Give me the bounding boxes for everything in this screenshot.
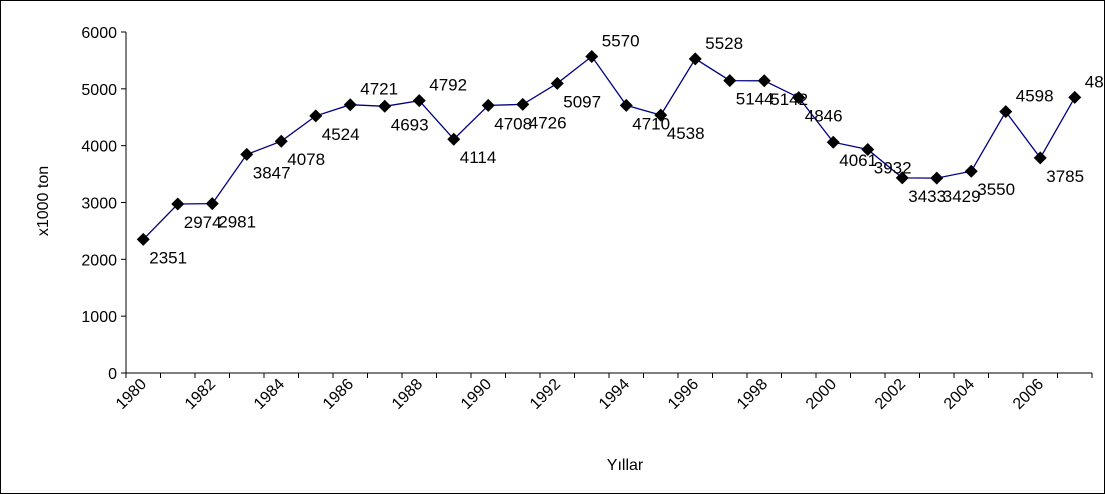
y-tick-label: 2000 — [81, 252, 117, 269]
data-label: 5097 — [563, 92, 601, 111]
data-point — [930, 171, 944, 185]
data-point — [757, 74, 771, 88]
data-point — [654, 108, 668, 122]
x-tick-label: 2002 — [872, 376, 909, 413]
series-line — [142, 55, 1076, 240]
data-point — [274, 134, 288, 148]
data-point — [136, 232, 150, 246]
y-tick-label: 0 — [108, 366, 117, 383]
x-tick-label: 1994 — [596, 376, 633, 413]
data-label: 2974 — [184, 213, 222, 232]
data-label: 3785 — [1046, 167, 1084, 186]
x-tick-label: 2006 — [1010, 376, 1047, 413]
data-point — [550, 76, 564, 90]
data-point — [309, 109, 323, 123]
data-label: 5528 — [705, 34, 743, 53]
data-point — [1033, 151, 1047, 165]
data-point — [205, 197, 219, 211]
markers — [136, 49, 1082, 246]
x-tick-label: 1990 — [458, 376, 495, 413]
data-point — [723, 74, 737, 88]
x-axis-title: Yıllar — [607, 457, 644, 474]
data-point — [1068, 90, 1082, 104]
data-point — [585, 49, 599, 63]
x-tick-label: 1980 — [113, 376, 150, 413]
data-label: 5144 — [736, 90, 774, 109]
data-label: 3429 — [943, 187, 981, 206]
data-label: 4721 — [360, 80, 398, 99]
data-label: 4524 — [322, 125, 360, 144]
data-label: 4538 — [667, 124, 705, 143]
data-label: 3847 — [253, 163, 291, 182]
x-tick-label: 1992 — [527, 376, 564, 413]
data-point — [447, 132, 461, 146]
data-point — [861, 143, 875, 157]
data-label: 3550 — [977, 180, 1015, 199]
data-label: 4078 — [287, 150, 325, 169]
data-label: 3433 — [908, 187, 946, 206]
y-tick-label: 5000 — [81, 82, 117, 99]
y-tick-label: 3000 — [81, 196, 117, 213]
y-tick-label: 4000 — [81, 139, 117, 156]
data-label: 4693 — [391, 115, 429, 134]
data-point — [964, 164, 978, 178]
data-label: 5570 — [602, 31, 640, 50]
x-ticks: 1980 1982 1984 1986 1988 1990 1992 1994 1996 1998… — [113, 373, 1093, 413]
data-label: 4114 — [460, 148, 497, 167]
data-point — [412, 94, 426, 108]
data-point — [688, 52, 702, 66]
data-point — [171, 197, 185, 211]
data-label: 2351 — [149, 248, 187, 267]
x-tick-label: 1982 — [182, 376, 219, 413]
data-point — [619, 98, 633, 112]
data-label: 4846 — [805, 107, 843, 126]
x-tick-label: 1986 — [320, 376, 357, 413]
data-label: 4598 — [1016, 87, 1054, 106]
x-tick-label: 1996 — [665, 376, 702, 413]
y-axis-title: x1000 ton — [35, 166, 52, 236]
data-point — [481, 98, 495, 112]
y-ticks: 0 1000 2000 3000 4000 5000 6000 — [81, 25, 126, 383]
y-tick-label: 6000 — [81, 25, 117, 42]
data-label: 4726 — [529, 113, 567, 132]
x-tick-label: 1998 — [734, 376, 771, 413]
data-point — [895, 171, 909, 185]
data-point — [343, 98, 357, 112]
x-tick-label: 1984 — [251, 376, 288, 413]
data-label: 2981 — [218, 213, 256, 232]
data-point — [999, 105, 1013, 119]
y-tick-label: 1000 — [81, 309, 117, 326]
data-point — [240, 147, 254, 161]
x-tick-label: 2004 — [941, 376, 978, 413]
data-label: 3932 — [874, 159, 912, 178]
data-label: 5142 — [770, 90, 808, 109]
data-label: 4710 — [632, 114, 670, 133]
data-point — [792, 91, 806, 105]
data-label: 4708 — [494, 114, 532, 133]
data-label: 4849 — [1085, 72, 1105, 91]
data-point — [516, 97, 530, 111]
data-point — [378, 99, 392, 113]
x-tick-label: 1988 — [389, 376, 426, 413]
data-point — [826, 135, 840, 149]
data-label: 4792 — [429, 76, 467, 95]
x-tick-label: 2000 — [803, 376, 840, 413]
data-label: 4061 — [839, 151, 877, 170]
